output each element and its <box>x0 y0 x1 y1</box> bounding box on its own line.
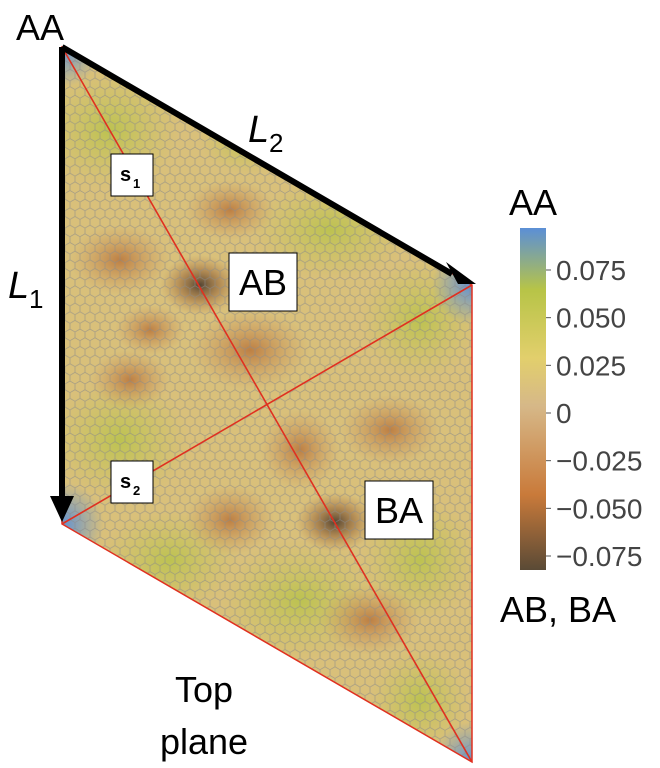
colorbar-tick-label: 0.025 <box>556 350 626 381</box>
l2-label-main: L <box>248 109 269 151</box>
colorbar-tick-label: −0.075 <box>556 541 642 572</box>
colorbar-ticks: 0.075 0.050 0.025 0 −0.025 −0.050 −0.075 <box>546 255 642 572</box>
ab-label: AB <box>239 262 287 303</box>
l2-label: L 2 <box>248 109 283 158</box>
plane-label-line2: plane <box>160 721 248 762</box>
s2-label-sub: 2 <box>133 483 140 498</box>
ba-box: BA <box>365 481 433 539</box>
colorbar-bottom-label: AB, BA <box>500 589 616 630</box>
colorbar-tick-label: 0 <box>556 398 572 429</box>
colorbar-scale <box>520 228 546 570</box>
ab-box: AB <box>229 253 297 311</box>
l1-label: L 1 <box>8 265 43 314</box>
colorbar-tick-label: 0.050 <box>556 303 626 334</box>
colorbar: AA 0.075 0.050 0.025 0 −0.025 −0.050 −0.075 AB… <box>500 182 642 630</box>
l2-label-sub: 2 <box>269 128 283 158</box>
plane-label-line1: Top <box>175 669 233 710</box>
aa-corner-label: AA <box>16 7 64 48</box>
l1-label-sub: 1 <box>29 284 43 314</box>
s1-label-main: s <box>120 164 131 186</box>
colorbar-tick-label: 0.075 <box>556 255 626 286</box>
s2-box: s 2 <box>111 461 153 503</box>
colorbar-top-label: AA <box>509 182 557 223</box>
l1-label-main: L <box>8 265 29 307</box>
s1-label-sub: 1 <box>133 176 140 191</box>
ba-label: BA <box>375 490 423 531</box>
s1-box: s 1 <box>111 154 153 196</box>
colorbar-tick-label: −0.050 <box>556 493 642 524</box>
s2-label-main: s <box>120 471 131 493</box>
colorbar-tick-label: −0.025 <box>556 446 642 477</box>
